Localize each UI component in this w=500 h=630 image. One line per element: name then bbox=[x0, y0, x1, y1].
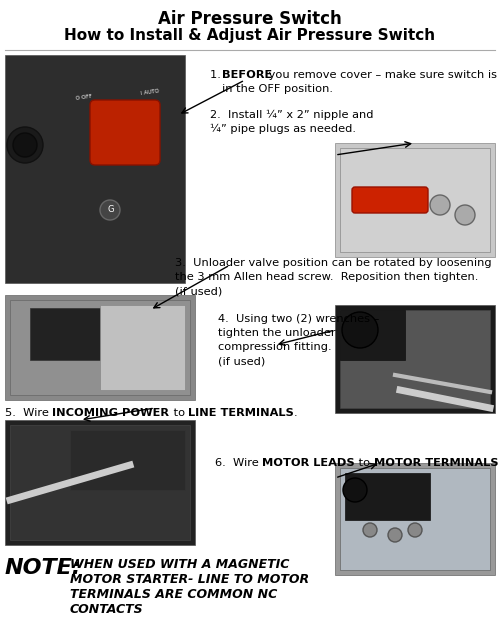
Text: NOTE:: NOTE: bbox=[5, 558, 82, 578]
Text: LINE TERMINALS: LINE TERMINALS bbox=[188, 408, 294, 418]
Text: O OFF: O OFF bbox=[75, 94, 92, 101]
Bar bbox=[10, 300, 190, 395]
Text: tighten the unloader: tighten the unloader bbox=[218, 328, 336, 338]
Text: ¼” pipe plugs as needed.: ¼” pipe plugs as needed. bbox=[210, 124, 356, 134]
Text: BEFORE: BEFORE bbox=[222, 70, 272, 80]
Bar bbox=[340, 468, 490, 570]
FancyBboxPatch shape bbox=[90, 100, 160, 165]
Circle shape bbox=[13, 133, 37, 157]
Bar bbox=[345, 473, 430, 520]
Text: the 3 mm Allen head screw.  Reposition then tighten.: the 3 mm Allen head screw. Reposition th… bbox=[175, 272, 478, 282]
Bar bbox=[340, 310, 490, 408]
Bar bbox=[335, 463, 495, 575]
Text: G: G bbox=[107, 205, 114, 214]
Text: MOTOR TERMINALS: MOTOR TERMINALS bbox=[374, 458, 498, 468]
Text: (if used): (if used) bbox=[175, 286, 222, 296]
Text: 2.  Install ¼” x 2” nipple and: 2. Install ¼” x 2” nipple and bbox=[210, 110, 374, 120]
Text: to: to bbox=[355, 458, 374, 468]
Bar bbox=[5, 295, 195, 400]
Bar bbox=[5, 420, 195, 545]
Circle shape bbox=[100, 200, 120, 220]
Bar bbox=[70, 430, 185, 490]
Circle shape bbox=[388, 528, 402, 542]
Text: (if used): (if used) bbox=[218, 356, 265, 366]
Text: 1.: 1. bbox=[210, 70, 224, 80]
Text: INCOMING POWER: INCOMING POWER bbox=[52, 408, 170, 418]
Circle shape bbox=[430, 195, 450, 215]
Text: MOTOR LEADS: MOTOR LEADS bbox=[262, 458, 355, 468]
Bar bbox=[340, 148, 490, 252]
Text: 6.  Wire: 6. Wire bbox=[215, 458, 262, 468]
Circle shape bbox=[455, 205, 475, 225]
Text: in the OFF position.: in the OFF position. bbox=[222, 84, 333, 94]
Text: compression fitting.: compression fitting. bbox=[218, 342, 332, 352]
Text: 3.  Unloader valve position can be rotated by loosening: 3. Unloader valve position can be rotate… bbox=[175, 258, 492, 268]
Text: 5.  Wire: 5. Wire bbox=[5, 408, 52, 418]
Circle shape bbox=[408, 523, 422, 537]
Bar bbox=[5, 55, 185, 283]
Circle shape bbox=[7, 127, 43, 163]
FancyBboxPatch shape bbox=[352, 187, 428, 213]
Bar bbox=[335, 143, 495, 257]
Text: WHEN USED WITH A MAGNETIC
MOTOR STARTER- LINE TO MOTOR
TERMINALS ARE COMMON NC
C: WHEN USED WITH A MAGNETIC MOTOR STARTER-… bbox=[70, 558, 309, 616]
Text: .: . bbox=[294, 408, 298, 418]
Text: to: to bbox=[170, 408, 188, 418]
Text: 4.  Using two (2) wrenches –: 4. Using two (2) wrenches – bbox=[218, 314, 380, 324]
Circle shape bbox=[363, 523, 377, 537]
Circle shape bbox=[342, 312, 378, 348]
Bar bbox=[10, 425, 190, 540]
Circle shape bbox=[343, 478, 367, 502]
Text: Air Pressure Switch: Air Pressure Switch bbox=[158, 10, 342, 28]
Bar bbox=[30, 308, 120, 360]
Bar bbox=[335, 305, 495, 413]
Bar bbox=[340, 310, 405, 360]
Text: I AUTO: I AUTO bbox=[140, 88, 159, 96]
Text: How to Install & Adjust Air Pressure Switch: How to Install & Adjust Air Pressure Swi… bbox=[64, 28, 436, 43]
Text: you remove cover – make sure switch is: you remove cover – make sure switch is bbox=[265, 70, 497, 80]
Bar bbox=[100, 305, 185, 390]
